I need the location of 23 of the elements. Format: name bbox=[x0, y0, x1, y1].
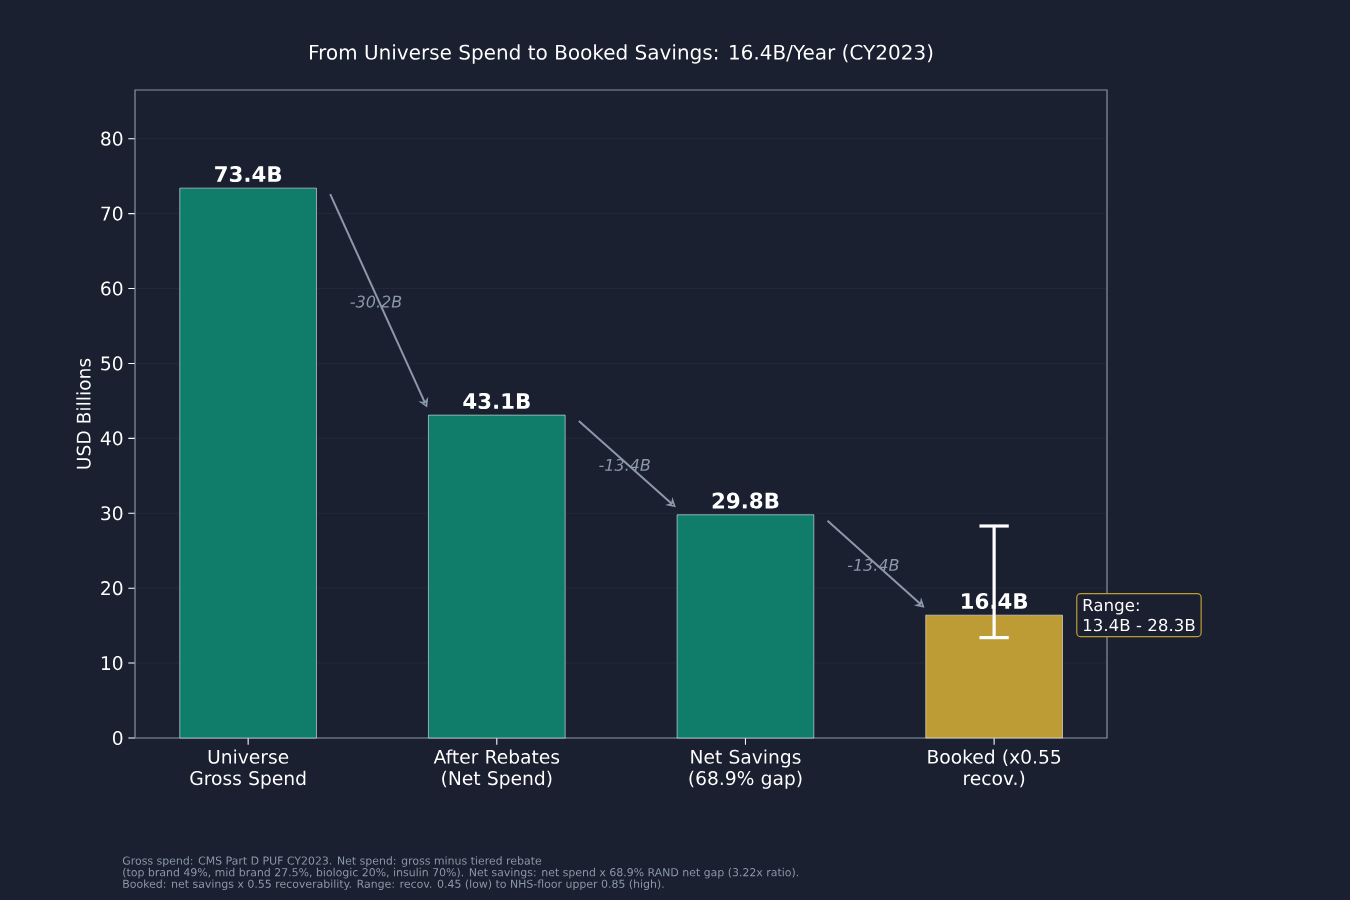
data-label: 73.4B bbox=[215, 165, 282, 183]
chart-title: From Universe Spend to Booked Savings: 16.4B/Year (CY2023) bbox=[310, 44, 933, 64]
text: (top brand 49%, mid brand 27.5%, biologic 20%, insulin 70%). Net savings: net spend x 68.9% RAND net gap (3.22x ratio). bbox=[123, 867, 799, 879]
annotation: 13.4B - 28.3B bbox=[1083, 618, 1195, 632]
text: Booked: net savings x 0.55 recoverability. Range: recov. 0.45 (low) to NHS-floor upper 0.85 (high). bbox=[123, 879, 664, 891]
x-tick-label: After Rebates (Net Spend) bbox=[433, 749, 560, 789]
data-label: 29.8B bbox=[712, 492, 779, 509]
x-tick-label: Universe Gross Spend bbox=[190, 749, 306, 789]
text: Gross spend: CMS Part D PUF CY2023. Net spend: gross minus tiered rebate bbox=[122, 856, 542, 867]
y-tick-label: 10 bbox=[101, 656, 123, 671]
y-tick-label: 20 bbox=[101, 581, 123, 596]
y-tick-label: 50 bbox=[101, 356, 123, 371]
x-tick-label: Booked (x0.55 recov.) bbox=[928, 749, 1061, 788]
y-axis-title: USD Billions bbox=[76, 358, 91, 469]
y-tick-label: 60 bbox=[101, 281, 123, 296]
y-tick-label: 80 bbox=[101, 131, 123, 146]
y-tick-label: 40 bbox=[100, 431, 123, 446]
y-tick-label: 0 bbox=[112, 730, 123, 746]
annotation: Range: bbox=[1083, 598, 1139, 615]
y-tick-label: 30 bbox=[101, 506, 123, 521]
y-tick-label: 70 bbox=[101, 206, 123, 221]
data-label: 43.1B bbox=[463, 392, 530, 410]
x-tick-label: Net Savings (68.9% gap) bbox=[689, 749, 802, 789]
